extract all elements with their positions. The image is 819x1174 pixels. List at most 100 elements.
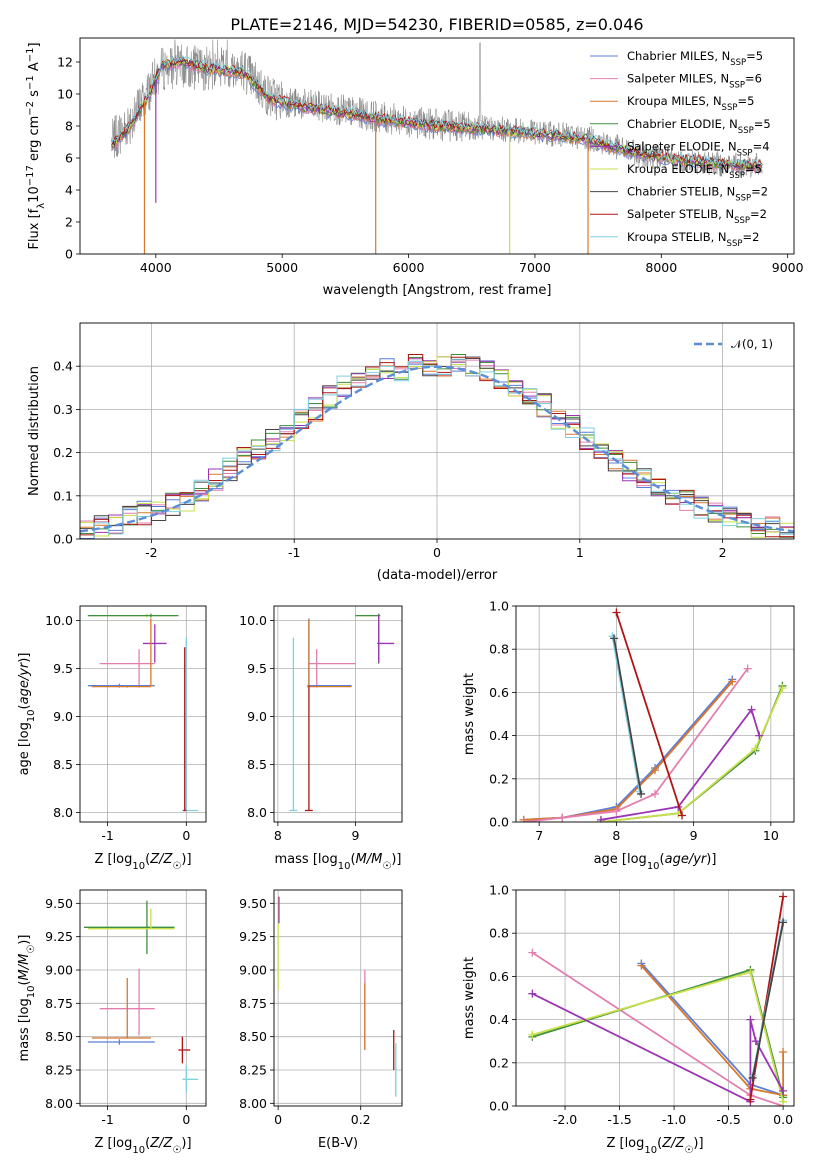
data-point [83,900,175,954]
x-tick-label: -0.5 [716,1112,740,1127]
legend-entry: Chabrier ELODIE, NSSP=5 [627,117,771,136]
label-part: ( [657,1136,662,1151]
x-tick-label: 2 [719,545,727,560]
axes-frame [515,605,795,823]
y-axis-label: mass weight [462,957,477,1039]
x-tick-label: 4000 [140,260,172,275]
y-axis-label: Flux [fλ10−17 erg cm−2 s−1 A−1] [25,42,47,249]
weight-marker [779,892,788,901]
data-point [99,649,155,688]
y-tick-label: 9.00 [239,963,267,978]
label-part: ☉ [684,1145,693,1156]
weight-marker [612,807,621,816]
panels: 4000 5000 6000 7000 8000 9000024681012wavelen… [17,37,804,1156]
y-tick-label: 9.50 [239,896,267,911]
label-part: −1 [25,75,36,90]
label-part: Normed distribution [27,366,42,496]
weight-marker [612,608,621,617]
legend-subscript: SSP [735,194,751,204]
y-tick-label: 8.5 [247,757,267,772]
legend-entry: Kroupa STELIB, NSSP=2 [627,230,759,249]
x-tick-label: 8 [274,828,282,843]
data-point [289,637,298,812]
label-part: wavelength [Angstrom, rest frame] [323,283,552,298]
label-part: E(B-V) [318,1136,358,1151]
x-axis-label: Z [log10(Z/Z☉)] [606,1136,703,1156]
y-tick-label: 1.0 [489,599,509,614]
label-part: )] [391,852,401,867]
x-tick-label: 7 [535,828,543,843]
label-part: )] [17,935,32,945]
panel-mass_vs_ebv: 0 0.2 8.00 8.25 8.50 8.75 9.00 9.25 9.50 E(B-V) [239,889,403,1151]
weight-series [528,968,788,1106]
plot-area [83,900,199,1093]
x-tick-label: -1.5 [607,1112,631,1127]
weight-marker [746,1015,755,1024]
x-tick-label: 8000 [645,260,677,275]
data-point [87,1039,155,1045]
y-tick-label: 0.4 [489,728,509,743]
y-tick-label: 8.50 [45,1029,73,1044]
label-part: mass weight [462,673,477,755]
plot-area [111,39,763,254]
label-part: Z/Z [149,852,173,867]
x-tick-label: 0.2 [351,1112,371,1127]
data-point [355,613,381,664]
weight-marker [778,684,787,693]
label-part: Z [log [606,1136,644,1151]
label-part: ( [17,704,32,709]
x-axis-label: E(B-V) [318,1136,358,1151]
panel-mass_vs_Z: -1 08.008.258.508.759.009.259.50Z [log10(… [17,889,207,1156]
y-tick-label: 0.1 [53,488,73,503]
x-tick-label: 8 [612,828,620,843]
legend-entry: Salpeter ELODIE, NSSP=4 [627,139,770,158]
legend-model: Salpeter STELIB, N [627,207,734,221]
legend-model: Kroupa STELIB, N [627,230,727,244]
y-tick-label: 0.8 [489,926,509,941]
legend-count: =4 [753,139,770,153]
y-axis-label: age [log10(age/yr)] [17,653,37,776]
y-axis-label: Normed distribution [27,366,42,496]
legend-count: =5 [745,162,762,176]
label-part: −2 [25,101,36,116]
weight-marker [558,813,567,822]
y-tick-label: 0.3 [53,402,73,417]
x-tick-label: 9 [690,828,698,843]
x-tick-label: 9000 [772,260,804,275]
y-tick-label: 0.2 [489,1055,509,1070]
legend-model: Chabrier STELIB, N [627,185,735,199]
weight-marker [728,677,737,686]
label-part: ( [350,852,355,867]
weight-marker [678,811,687,820]
weight-line [523,678,733,821]
x-tick-label: 0 [182,1112,190,1127]
legend-entry: Salpeter MILES, NSSP=6 [627,72,762,91]
y-tick-label: 0.6 [489,969,509,984]
weight-marker [651,789,659,798]
weight-series [610,634,646,798]
data-point [87,613,179,618]
weight-marker [747,705,756,714]
y-tick-label: 8.25 [239,1063,267,1078]
axes-frame [273,605,403,823]
legend-subscript: SSP [727,239,743,249]
plot-area [80,353,794,539]
label-part: ( [17,980,32,985]
axes-frame [79,37,795,255]
x-tick-label: 10 [763,828,779,843]
y-tick-label: 8.0 [247,805,267,820]
weight-marker [779,1097,788,1106]
x-tick-label: -1 [101,828,113,843]
y-tick-label: 8 [65,119,73,134]
legend-entry: Salpeter STELIB, NSSP=2 [627,207,767,226]
data-point [149,618,153,687]
y-tick-label: 0.4 [489,1012,509,1027]
label-part: )] [693,1136,703,1151]
y-tick-label: 9.5 [53,661,73,676]
legend-count: =2 [742,230,759,244]
y-tick-label: 8.00 [239,1096,267,1111]
label-part: ( [660,852,665,867]
weight-marker [637,961,646,970]
axes-frame [79,322,795,540]
label-part: 10 [26,709,37,722]
